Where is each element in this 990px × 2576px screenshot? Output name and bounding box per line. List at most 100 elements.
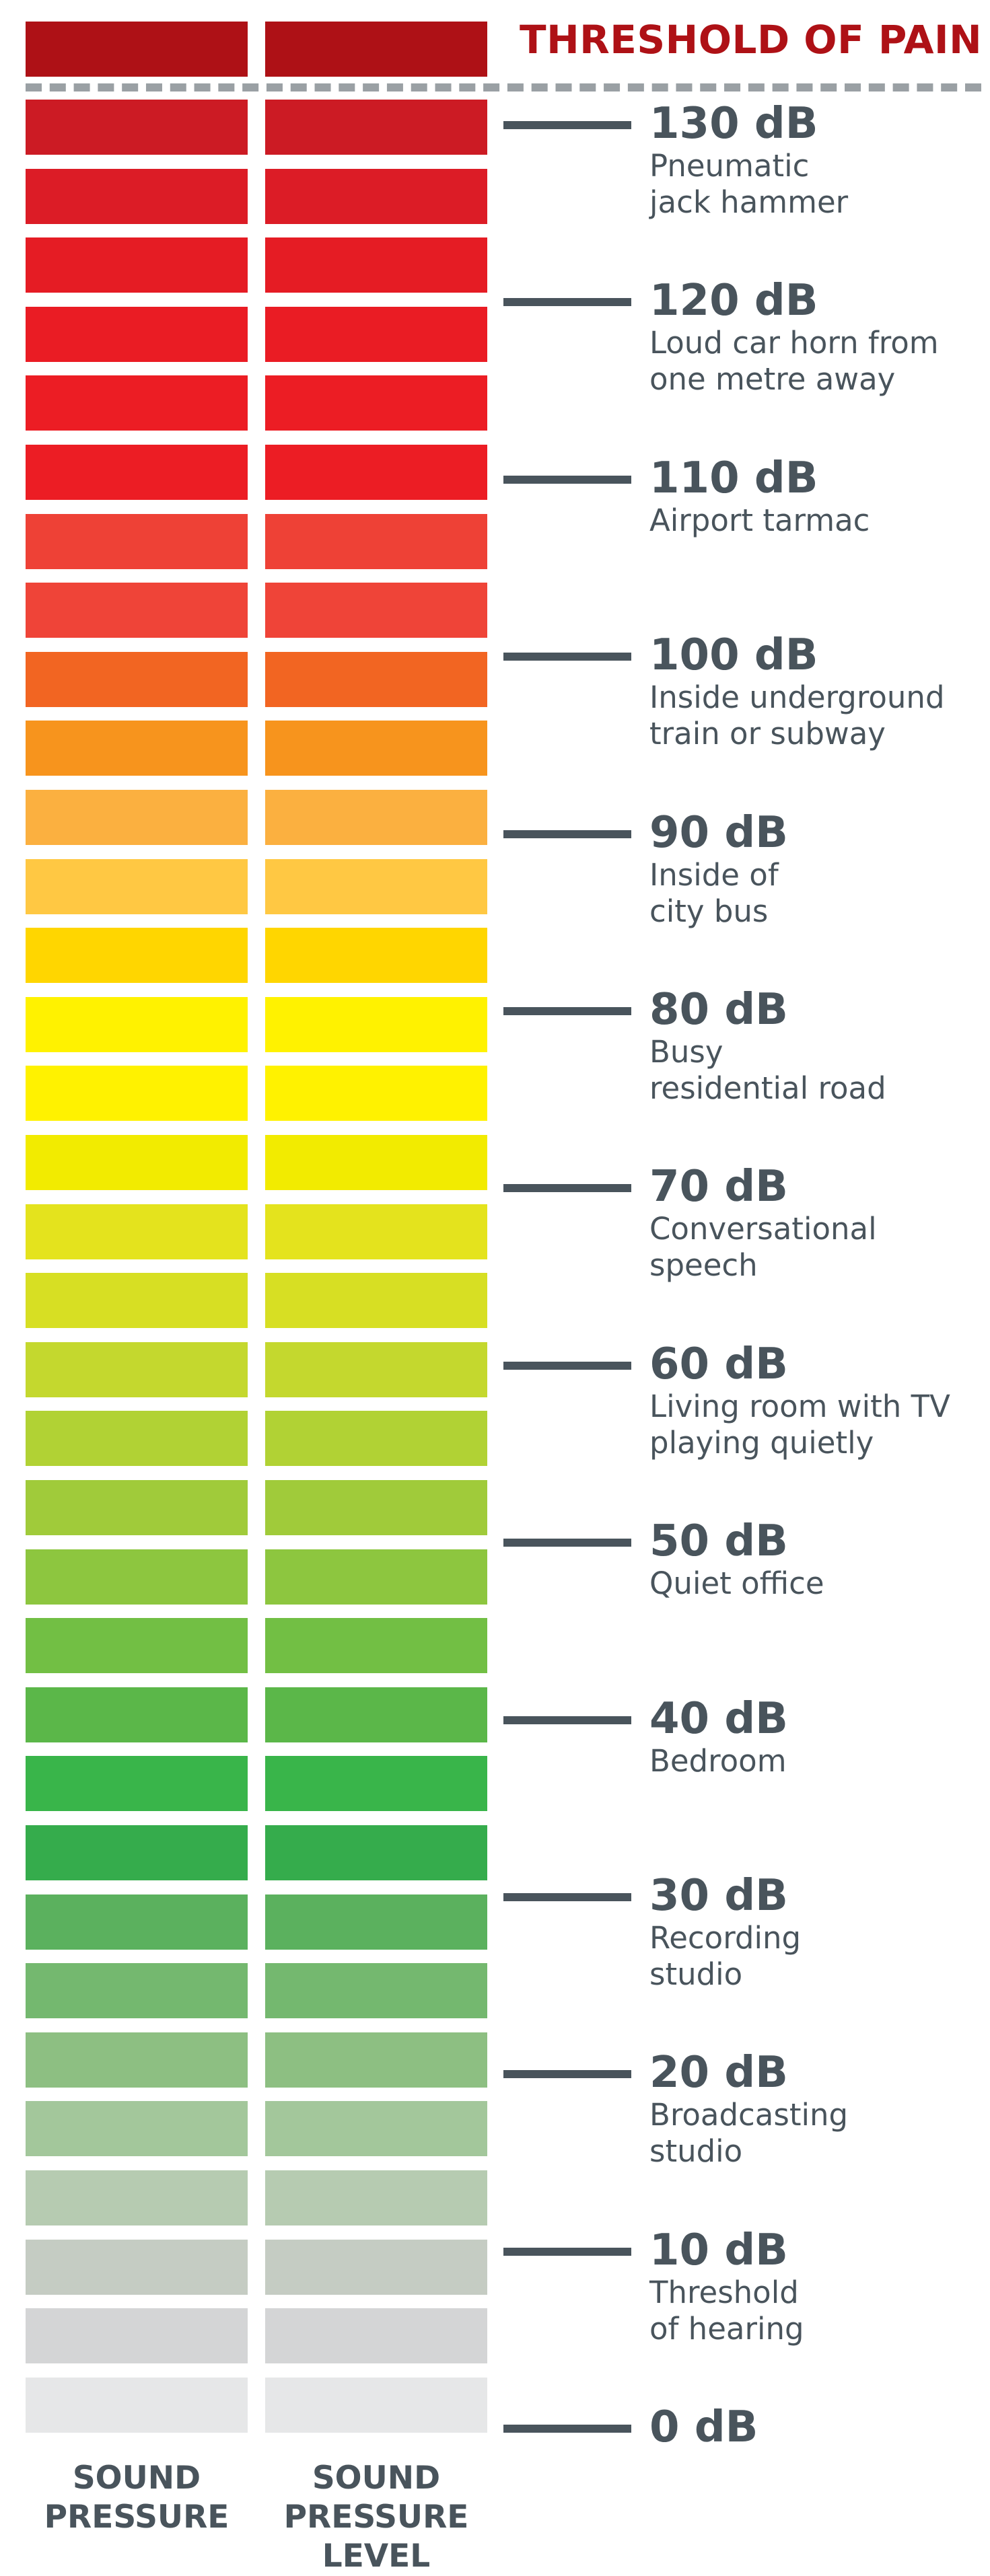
sound-pressure-bar — [26, 1066, 248, 1121]
db-value-label: 30 dB — [649, 1871, 788, 1921]
sound-pressure-level-bar — [265, 1066, 487, 1121]
sound-pressure-level-bar — [265, 652, 487, 707]
level-tick-mark — [503, 653, 631, 661]
sound-pressure-level-bar — [265, 1756, 487, 1811]
sound-pressure-bar — [26, 1549, 248, 1605]
sound-pressure-bar — [26, 2240, 248, 2295]
sound-pressure-bar — [26, 22, 248, 77]
sound-pressure-bar — [26, 1687, 248, 1742]
sound-pressure-level-bar — [265, 2378, 487, 2433]
level-description: jack hammer — [649, 184, 849, 220]
threshold-dashed-line — [26, 83, 981, 91]
db-value-label: 50 dB — [649, 1516, 788, 1566]
column-label-line: PRESSURE — [283, 2499, 469, 2536]
level-description: playing quietly — [649, 1425, 874, 1461]
level-tick-mark — [503, 2248, 631, 2256]
sound-pressure-level-bar — [265, 1618, 487, 1673]
level-description: Quiet office — [649, 1566, 824, 1601]
level-description: studio — [649, 1956, 743, 1992]
sound-pressure-bar — [26, 1342, 248, 1397]
level-description: Bedroom — [649, 1743, 787, 1779]
level-description: studio — [649, 2133, 743, 2169]
sound-pressure-bar — [26, 997, 248, 1052]
sound-pressure-bar — [26, 1480, 248, 1535]
sound-pressure-level-bar — [265, 928, 487, 983]
sound-pressure-level-bar — [265, 169, 487, 224]
sound-pressure-level-bar — [265, 1549, 487, 1605]
sound-pressure-level-bar — [265, 1687, 487, 1742]
sound-pressure-bar — [26, 2378, 248, 2433]
db-value-label: 130 dB — [649, 99, 818, 149]
level-description: Threshold — [649, 2275, 799, 2310]
sound-pressure-level-bar — [265, 1825, 487, 1880]
sound-pressure-level-bar — [265, 1273, 487, 1328]
sound-pressure-level-bar — [265, 100, 487, 155]
db-value-label: 20 dB — [649, 2048, 788, 2098]
level-tick-mark — [503, 1893, 631, 1901]
sound-pressure-level-bar — [265, 1204, 487, 1259]
column-label-line: SOUND — [312, 2460, 441, 2497]
threshold-of-pain-label: THRESHOLD OF PAIN — [520, 17, 983, 63]
level-tick-mark — [503, 2425, 631, 2433]
db-value-label: 70 dB — [649, 1162, 788, 1212]
level-description: Recording — [649, 1920, 802, 1956]
db-value-label: 90 dB — [649, 808, 788, 858]
db-value-label: 110 dB — [649, 453, 818, 503]
level-tick-mark — [503, 2070, 631, 2078]
level-tick-mark — [503, 830, 631, 838]
sound-pressure-level-bar — [265, 997, 487, 1052]
level-tick-mark — [503, 121, 631, 129]
sound-pressure-level-bar — [265, 1963, 487, 2018]
level-description: Inside underground — [649, 679, 945, 715]
sound-pressure-bar — [26, 307, 248, 362]
level-tick-mark — [503, 1184, 631, 1192]
level-description: Loud car horn from — [649, 325, 939, 361]
sound-pressure-level-bar — [265, 1135, 487, 1190]
sound-pressure-bar — [26, 445, 248, 500]
column-label-sound-pressure: SOUND PRESSURE — [26, 2459, 248, 2537]
sound-pressure-level-bar — [265, 583, 487, 638]
sound-pressure-bar — [26, 169, 248, 224]
sound-pressure-level-bar — [265, 514, 487, 569]
level-description: of hearing — [649, 2311, 804, 2347]
sound-pressure-level-bar — [265, 1411, 487, 1466]
level-tick-mark — [503, 476, 631, 484]
level-tick-mark — [503, 298, 631, 306]
sound-pressure-bar — [26, 1618, 248, 1673]
sound-pressure-bar — [26, 1135, 248, 1190]
column-label-line: LEVEL — [322, 2538, 431, 2575]
column-label-sound-pressure-level: SOUND PRESSURE LEVEL — [265, 2459, 487, 2576]
sound-pressure-bar — [26, 2170, 248, 2225]
level-description: Living room with TV — [649, 1389, 950, 1424]
level-tick-mark — [503, 1007, 631, 1015]
sound-pressure-bar — [26, 859, 248, 914]
sound-pressure-level-bar — [265, 1480, 487, 1535]
sound-pressure-level-bar — [265, 790, 487, 845]
sound-pressure-bar — [26, 928, 248, 983]
column-label-line: PRESSURE — [44, 2499, 229, 2536]
sound-pressure-bar — [26, 2032, 248, 2088]
level-description: one metre away — [649, 361, 896, 397]
db-value-label: 0 dB — [649, 2402, 758, 2452]
sound-pressure-bar — [26, 514, 248, 569]
level-description: Conversational — [649, 1211, 877, 1247]
level-description: speech — [649, 1247, 758, 1283]
db-value-label: 40 dB — [649, 1694, 788, 1744]
sound-pressure-level-bar — [265, 2170, 487, 2225]
sound-pressure-bar — [26, 583, 248, 638]
level-description: Busy — [649, 1034, 723, 1070]
sound-pressure-level-bar — [265, 721, 487, 776]
sound-pressure-bar — [26, 1825, 248, 1880]
sound-pressure-level-bar — [265, 2308, 487, 2363]
sound-pressure-bar — [26, 790, 248, 845]
db-value-label: 100 dB — [649, 630, 818, 680]
sound-pressure-level-bar — [265, 2101, 487, 2156]
sound-pressure-bar — [26, 100, 248, 155]
sound-pressure-level-bar — [265, 1342, 487, 1397]
sound-pressure-bar — [26, 1894, 248, 1950]
db-value-label: 120 dB — [649, 276, 818, 326]
level-description: residential road — [649, 1070, 886, 1106]
sound-pressure-bar — [26, 237, 248, 293]
sound-pressure-level-bar — [265, 859, 487, 914]
level-description: city bus — [649, 893, 769, 929]
